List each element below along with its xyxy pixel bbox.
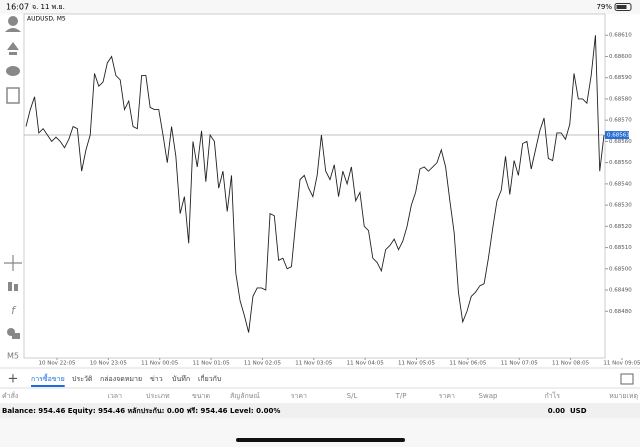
left-toolbar: f: [4, 16, 22, 339]
y-tick-label: 0.68530: [609, 203, 632, 209]
x-tick-label: 10 Nov 22:05: [38, 361, 76, 367]
chat-icon[interactable]: [6, 66, 20, 76]
y-tick-label: 0.68560: [609, 139, 632, 145]
indicator-icon[interactable]: [8, 282, 12, 291]
tab[interactable]: ข่าว: [150, 375, 163, 383]
current-price-box: [605, 131, 629, 140]
account-profit: 0.00: [548, 407, 565, 415]
account-icon-body: [5, 28, 21, 32]
status-date: จ. 11 พ.ย.: [32, 3, 65, 11]
add-button[interactable]: +: [8, 372, 19, 387]
y-tick-label: 0.68480: [609, 309, 632, 315]
table-header: คำสั่ง เวลา ประเภท ขนาด สัญลักษณ์ ราคา S/L T/P ร…: [2, 391, 638, 400]
y-tick-label: 0.68510: [609, 245, 632, 251]
account-row: [0, 403, 640, 418]
column-header: ประเภท: [146, 392, 170, 400]
x-tick-label: 11 Nov 02:05: [244, 361, 282, 367]
tab[interactable]: บันทึก: [172, 374, 190, 383]
bottom-area: [0, 418, 640, 447]
column-header: ราคา: [291, 392, 307, 400]
column-header: S/L: [347, 392, 358, 400]
trade-icon[interactable]: [7, 42, 19, 55]
x-tick-label: 11 Nov 04:05: [347, 361, 385, 367]
timeframe-button[interactable]: M5: [7, 352, 19, 361]
y-tick-label: 0.68550: [609, 160, 632, 166]
battery-icon: [614, 3, 632, 11]
layout-button[interactable]: [620, 373, 634, 385]
crosshair-icon[interactable]: [4, 255, 22, 271]
y-tick-label: 0.68580: [609, 96, 632, 102]
column-header: สัญลักษณ์: [230, 392, 260, 400]
x-tick-label: 11 Nov 09:05: [603, 361, 640, 367]
y-tick-label: 0.68540: [609, 181, 632, 187]
x-tick-label: 11 Nov 07:05: [501, 361, 539, 367]
column-header: ราคา: [439, 392, 455, 400]
battery-fill: [616, 5, 627, 9]
current-price-label: 0.68563: [607, 133, 630, 139]
x-tick-label: 11 Nov 01:05: [193, 361, 231, 367]
x-tick-label: 11 Nov 06:05: [449, 361, 487, 367]
account-currency: USD: [570, 407, 587, 415]
column-header: หมายเหตุ: [609, 392, 638, 400]
tab[interactable]: เกี่ยวกับ: [198, 374, 221, 383]
column-header: ขนาด: [192, 392, 210, 400]
account-icon[interactable]: [8, 16, 18, 26]
tab[interactable]: การซื้อขาย: [31, 372, 65, 383]
y-tick-label: 0.68500: [609, 266, 632, 272]
account-summary: Balance: 954.46 Equity: 954.46 หลักประกั…: [2, 407, 280, 415]
x-tick-label: 11 Nov 03:05: [295, 361, 333, 367]
y-tick-label: 0.68600: [609, 54, 632, 60]
function-icon[interactable]: f: [11, 304, 17, 317]
chart-frame: [23, 13, 606, 359]
tab[interactable]: ประวัติ: [72, 375, 93, 383]
status-time: 16:07: [6, 3, 29, 12]
column-header: เวลา: [107, 392, 122, 400]
price-line: [25, 35, 605, 333]
tab-underline: [31, 385, 65, 387]
column-header: Swap: [479, 392, 498, 400]
column-header: T/P: [395, 392, 407, 400]
x-tick-label: 11 Nov 05:05: [398, 361, 436, 367]
battery-level: 79%: [596, 3, 612, 11]
tab-bar: การซื้อขาย ประวัติ กล่องจดหมาย ข่าว บันทึก เก…: [31, 372, 221, 387]
x-tick-label: 11 Nov 08:05: [552, 361, 590, 367]
y-tick-label: 0.68590: [609, 75, 632, 81]
indicator-icon-bar: [14, 284, 18, 291]
new-doc-icon[interactable]: [6, 87, 20, 104]
y-tick-label: 0.68610: [609, 33, 632, 39]
x-tick-label: 10 Nov 23:05: [90, 361, 128, 367]
y-tick-label: 0.68490: [609, 288, 632, 294]
x-tick-label: 11 Nov 00:05: [141, 361, 179, 367]
tab[interactable]: กล่องจดหมาย: [100, 375, 142, 383]
home-indicator: [236, 438, 405, 442]
y-tick-label: 0.68570: [609, 118, 632, 124]
column-header: กำไร: [545, 391, 561, 400]
chart-symbol: AUDUSD, M5: [27, 16, 66, 23]
y-tick-label: 0.68520: [609, 224, 632, 230]
column-header: คำสั่ง: [2, 391, 18, 400]
objects-icon-2: [12, 333, 20, 339]
status-bar: [0, 0, 640, 14]
chart: 0.68480 0.68490 0.68500 0.68510 0.68520 0.685…: [24, 33, 640, 367]
